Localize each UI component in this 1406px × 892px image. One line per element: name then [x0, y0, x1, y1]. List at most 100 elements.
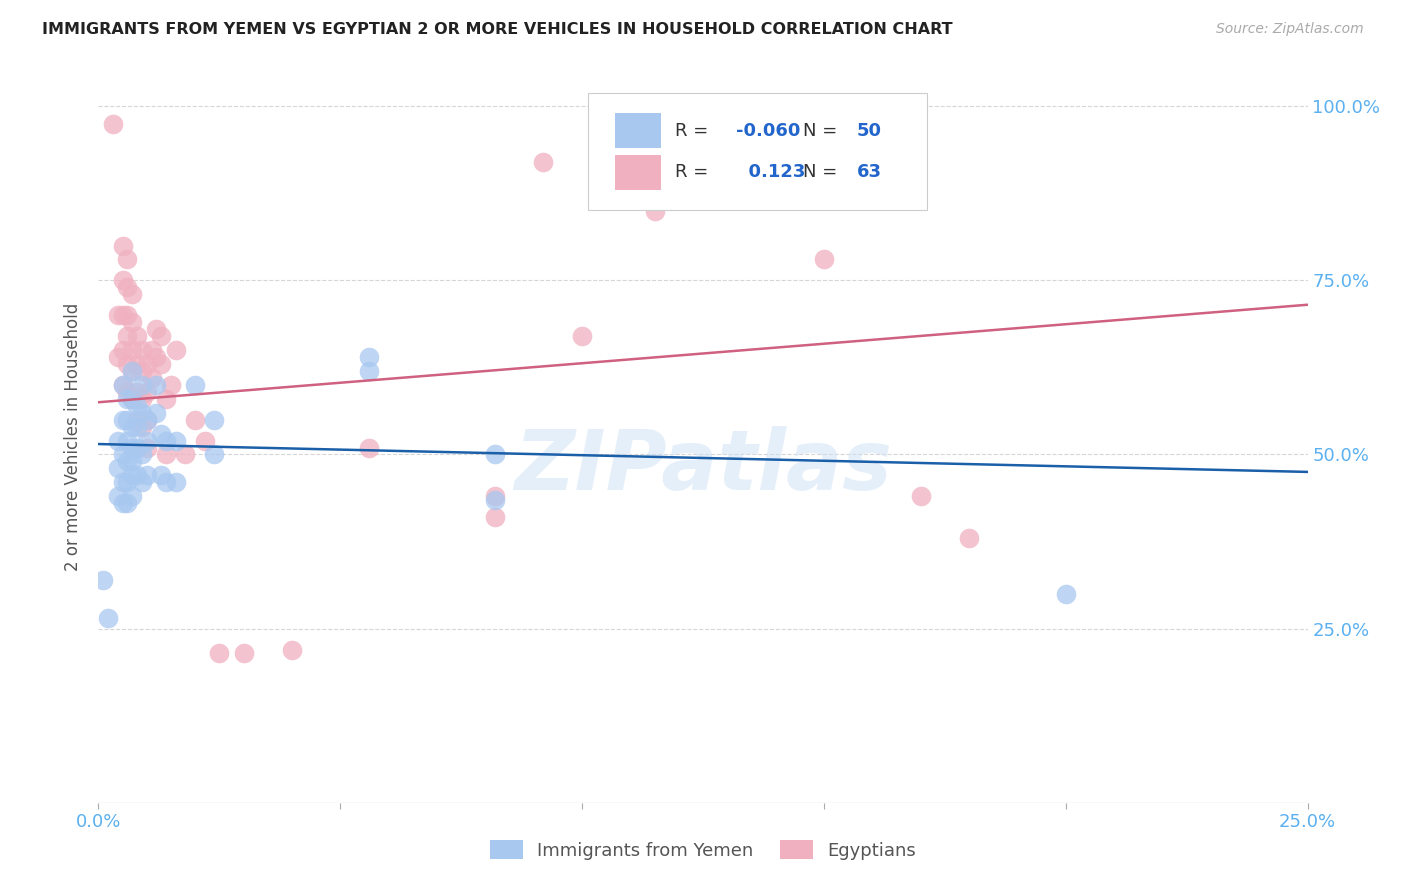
Point: [184, 377, 207, 392]
Point: [204, 412, 226, 426]
Point: [121, 392, 143, 406]
Point: [127, 441, 149, 455]
Point: [107, 350, 129, 364]
Point: [359, 350, 381, 364]
Point: [101, 117, 124, 131]
Bar: [614, 113, 661, 148]
Point: [117, 252, 139, 267]
Point: [111, 238, 134, 252]
Text: N =: N =: [803, 163, 844, 181]
Point: [813, 252, 835, 267]
Point: [155, 434, 177, 448]
Point: [160, 377, 183, 392]
Point: [131, 392, 153, 406]
Point: [117, 280, 139, 294]
Point: [91, 573, 114, 587]
Point: [111, 273, 134, 287]
Point: [131, 475, 153, 490]
Point: [135, 441, 157, 455]
Text: R =: R =: [675, 163, 714, 181]
Point: [107, 434, 129, 448]
Point: [131, 406, 153, 420]
Text: 0.123: 0.123: [735, 163, 806, 181]
Point: [121, 364, 143, 378]
Point: [484, 510, 506, 524]
Point: [111, 412, 134, 426]
Point: [174, 448, 197, 462]
Legend: Immigrants from Yemen, Egyptians: Immigrants from Yemen, Egyptians: [482, 833, 924, 867]
Point: [135, 468, 157, 483]
Point: [117, 496, 139, 510]
Point: [135, 434, 157, 448]
Point: [127, 468, 149, 483]
Point: [135, 412, 157, 426]
Text: 50: 50: [856, 121, 882, 140]
Point: [111, 448, 134, 462]
Point: [117, 454, 139, 468]
Point: [117, 392, 139, 406]
Point: [121, 392, 143, 406]
Point: [644, 203, 666, 218]
Point: [145, 406, 167, 420]
Point: [131, 419, 153, 434]
Point: [232, 646, 254, 660]
Point: [111, 308, 134, 322]
Point: [127, 419, 149, 434]
Point: [117, 308, 139, 322]
Point: [127, 399, 149, 413]
Point: [155, 392, 177, 406]
Point: [121, 343, 143, 357]
Point: [121, 454, 143, 468]
Point: [111, 377, 134, 392]
Text: -0.060: -0.060: [735, 121, 800, 140]
Point: [117, 434, 139, 448]
Point: [531, 155, 554, 169]
Point: [145, 322, 167, 336]
Point: [107, 461, 129, 475]
Point: [204, 448, 226, 462]
Y-axis label: 2 or more Vehicles in Household: 2 or more Vehicles in Household: [65, 303, 83, 571]
Point: [117, 384, 139, 399]
Point: [1054, 587, 1077, 601]
Point: [121, 287, 143, 301]
Point: [131, 448, 153, 462]
Point: [165, 343, 187, 357]
Point: [131, 377, 153, 392]
Point: [97, 611, 120, 625]
Text: Source: ZipAtlas.com: Source: ZipAtlas.com: [1216, 22, 1364, 37]
Point: [150, 468, 173, 483]
Text: 63: 63: [856, 163, 882, 181]
Point: [957, 531, 980, 545]
Point: [107, 489, 129, 503]
Text: ZIPatlas: ZIPatlas: [515, 425, 891, 507]
Point: [127, 384, 149, 399]
Bar: [614, 154, 661, 190]
Point: [117, 412, 139, 426]
Point: [281, 642, 304, 657]
Point: [150, 426, 173, 441]
Point: [135, 357, 157, 371]
Point: [141, 343, 163, 357]
Point: [145, 377, 167, 392]
Point: [121, 364, 143, 378]
Point: [107, 308, 129, 322]
Point: [155, 475, 177, 490]
Point: [484, 492, 506, 507]
Point: [184, 412, 207, 426]
Point: [111, 496, 134, 510]
Point: [359, 364, 381, 378]
Point: [127, 329, 149, 343]
Point: [155, 448, 177, 462]
Text: IMMIGRANTS FROM YEMEN VS EGYPTIAN 2 OR MORE VEHICLES IN HOUSEHOLD CORRELATION CH: IMMIGRANTS FROM YEMEN VS EGYPTIAN 2 OR M…: [42, 22, 953, 37]
Point: [165, 475, 187, 490]
Point: [131, 364, 153, 378]
Point: [135, 412, 157, 426]
Point: [150, 329, 173, 343]
Point: [111, 343, 134, 357]
Point: [127, 357, 149, 371]
Point: [121, 441, 143, 455]
Point: [165, 434, 187, 448]
Point: [121, 419, 143, 434]
Point: [121, 315, 143, 329]
Point: [571, 329, 593, 343]
